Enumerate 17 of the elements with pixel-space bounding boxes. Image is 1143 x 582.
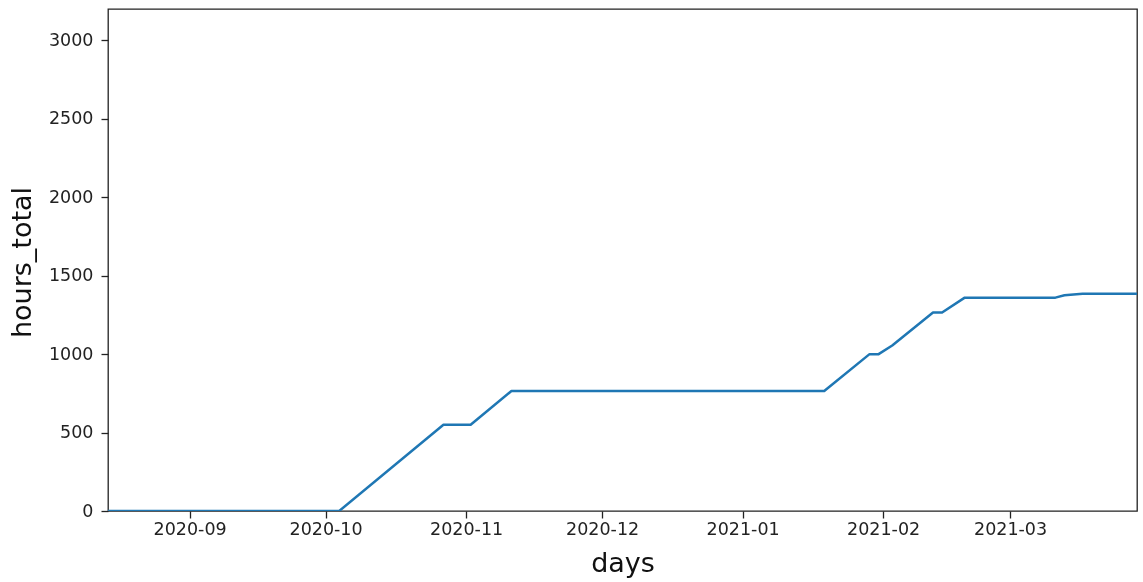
y-tick-label: 1500 xyxy=(48,265,94,286)
x-tick-label: 2020-10 xyxy=(289,518,363,539)
x-tick-label: 2020-09 xyxy=(153,518,227,539)
y-tick-label: 3000 xyxy=(48,29,94,50)
y-tick-label: 1000 xyxy=(48,343,94,364)
y-tick-label: 2500 xyxy=(48,108,94,129)
y-tick-label: 2000 xyxy=(48,186,94,207)
x-tick-label: 2021-02 xyxy=(847,518,921,539)
y-tick-label: 500 xyxy=(60,422,94,443)
y-tick-label: 0 xyxy=(82,500,94,521)
line-series xyxy=(108,292,1137,511)
x-tick-label: 2021-01 xyxy=(706,518,780,539)
x-tick-label: 2021-03 xyxy=(974,518,1048,539)
x-tick-label: 2020-12 xyxy=(566,518,640,539)
x-tick-label: 2020-11 xyxy=(430,518,504,539)
x-axis-title: days xyxy=(591,546,655,578)
y-axis-title: hours_total xyxy=(5,186,37,339)
